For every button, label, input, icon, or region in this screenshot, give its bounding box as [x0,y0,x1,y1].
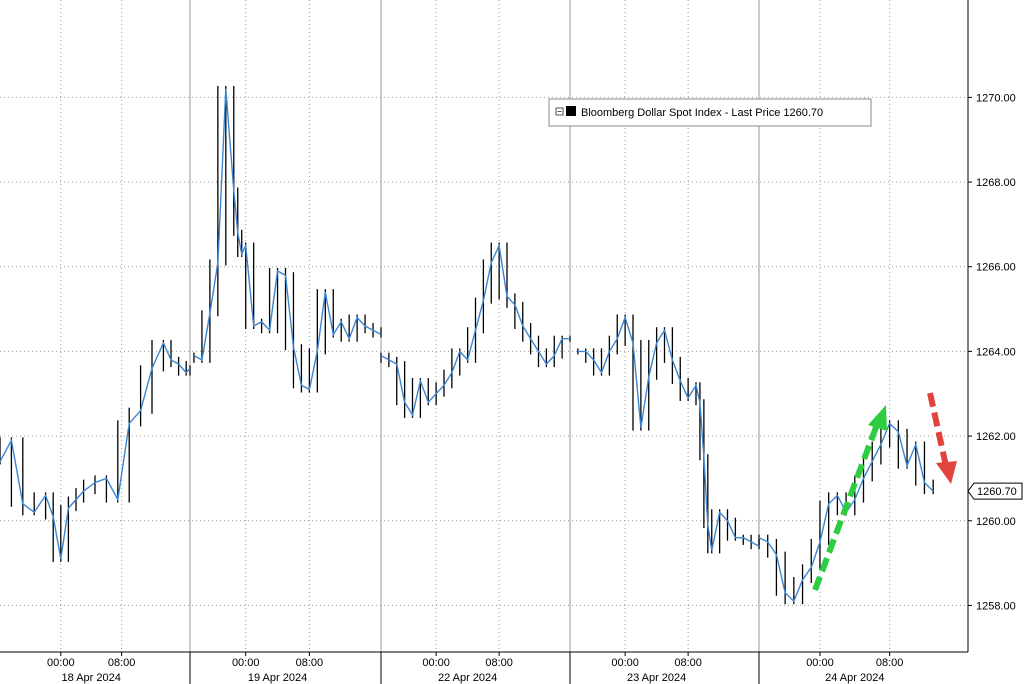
up-trend-arrow-shaft [812,420,881,592]
x-day-label: 22 Apr 2024 [438,672,497,684]
x-tick-label: 08:00 [296,657,324,669]
price-series [0,85,934,605]
legend-label: Bloomberg Dollar Spot Index - Last Price… [581,107,823,119]
down-trend-arrow-shaft [927,392,949,467]
x-tick-label: 08:00 [876,657,904,669]
price-line [0,341,191,560]
y-tick-label: 1262.00 [976,431,1016,443]
up-trend-arrow-head [868,405,887,431]
y-tick-label: 1258.00 [976,600,1016,612]
y-tick-label: 1266.00 [976,262,1016,274]
y-tick-label: 1268.00 [976,177,1016,189]
x-day-label: 18 Apr 2024 [62,672,121,684]
x-tick-label: 00:00 [232,657,260,669]
legend-box [548,98,872,127]
x-tick-label: 08:00 [485,657,513,669]
down-trend-arrow-head [936,461,957,484]
price-line [193,88,382,391]
y-axis: 1258.00 1260.00 1262.00 1264.00 1266.00 1268.… [968,92,1016,612]
x-axis: 00:00 08:00 00:00 08:00 00:00 08:00 00:00 08:00… [47,652,903,684]
annotations [812,392,957,592]
legend-swatch [566,106,576,116]
x-tick-label: 00:00 [422,657,450,669]
last-price-label: 1260.70 [977,486,1017,498]
x-tick-label: 00:00 [47,657,75,669]
y-tick-label: 1260.00 [976,516,1016,528]
y-tick-label: 1270.00 [976,92,1016,104]
x-day-label: 23 Apr 2024 [627,672,686,684]
x-day-label: 19 Apr 2024 [248,672,307,684]
price-line [577,315,760,551]
last-price-tag: 1260.70 [967,482,1023,500]
x-tick-label: 00:00 [611,657,639,669]
x-day-label: 24 Apr 2024 [825,672,884,684]
y-tick-label: 1264.00 [976,346,1016,358]
price-line [380,243,570,417]
last-price-badge [967,482,1023,500]
x-tick-label: 08:00 [674,657,702,669]
legend[interactable]: Bloomberg Dollar Spot Index - Last Price… [548,98,872,127]
x-tick-label: 00:00 [806,657,834,669]
x-tick-label: 08:00 [108,657,136,669]
